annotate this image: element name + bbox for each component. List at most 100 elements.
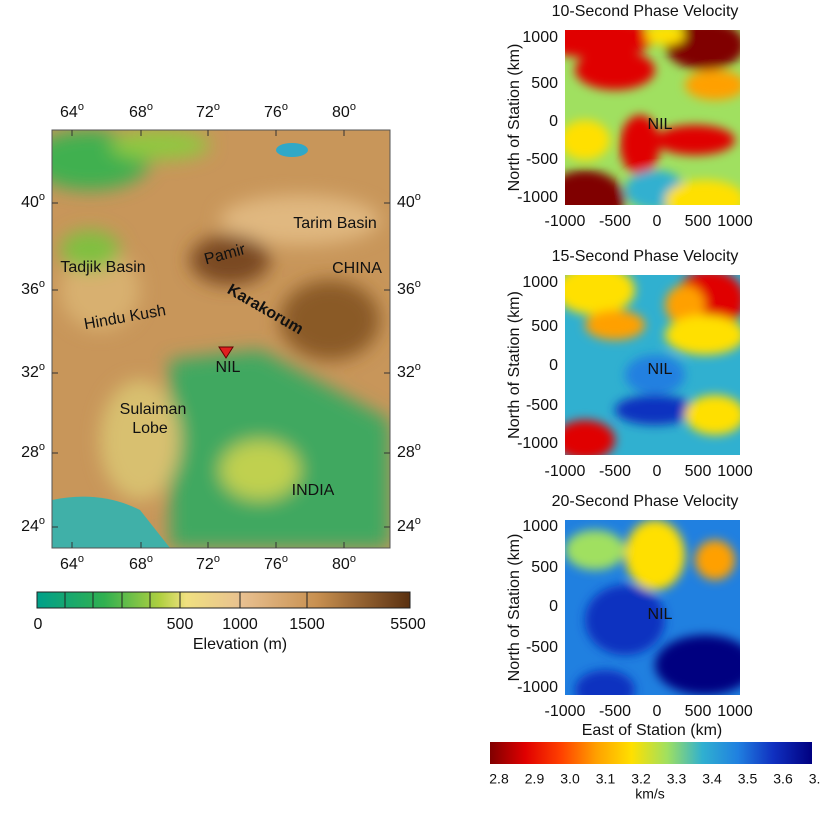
y-tick-label: -1000 <box>517 189 558 206</box>
lon-tick-label: 80o <box>332 553 356 573</box>
x-tick-label: -1000 <box>545 213 586 230</box>
velocity-unit: km/s <box>635 786 665 802</box>
lon-tick-label: 76o <box>264 101 288 121</box>
y-tick-label: 500 <box>531 559 558 576</box>
elevation-tick-label: 0 <box>34 616 43 633</box>
lat-tick-label-num: 36 <box>21 281 39 298</box>
velocity-colorbar <box>490 742 812 764</box>
lat-tick-label: 36o <box>21 278 45 298</box>
x-tick-label: 1000 <box>717 463 753 480</box>
station-label: NIL <box>648 116 673 133</box>
velocity-anomaly <box>555 420 615 460</box>
elevation-tick-label: 5500 <box>390 616 426 633</box>
lon-tick-label-sup: o <box>214 101 220 113</box>
lat-tick-label: 24o <box>397 515 421 535</box>
panel-title: 20-Second Phase Velocity <box>552 493 739 510</box>
velocity-anomaly <box>695 540 735 580</box>
lat-tick-label-sup: o <box>39 191 45 203</box>
x-tick-label: 1000 <box>717 703 753 720</box>
lon-tick-label-sup: o <box>282 101 288 113</box>
y-tick-label: -1000 <box>517 435 558 452</box>
lon-tick-label-num: 76 <box>264 104 282 121</box>
x-tick-label: 0 <box>653 703 662 720</box>
lat-tick-label-sup: o <box>39 278 45 290</box>
lon-tick-label-sup: o <box>282 553 288 565</box>
place-label: Lobe <box>132 420 168 437</box>
lat-tick-label-sup: o <box>39 441 45 453</box>
elevation-title: Elevation (m) <box>193 636 287 653</box>
lon-tick-label-num: 64 <box>60 556 78 573</box>
y-tick-label: 500 <box>531 75 558 92</box>
velocity-anomaly <box>685 395 745 435</box>
panel-title: 10-Second Phase Velocity <box>552 3 739 20</box>
velocity-map <box>535 18 745 230</box>
y-tick-label: 1000 <box>522 274 558 291</box>
x-tick-label: 1000 <box>717 213 753 230</box>
lat-tick-label-num: 40 <box>21 194 39 211</box>
elevation-tick-label: 1000 <box>222 616 258 633</box>
map-relief <box>30 130 390 548</box>
lon-tick-label-sup: o <box>147 553 153 565</box>
velocity-anomaly <box>575 50 655 90</box>
x-tick-label: -1000 <box>545 463 586 480</box>
lon-tick-label-sup: o <box>147 101 153 113</box>
lon-tick-label: 72o <box>196 101 220 121</box>
lat-tick-label: 24o <box>21 515 45 535</box>
lat-tick-label: 40o <box>21 191 45 211</box>
velocity-tick-label: 3.3 <box>667 771 687 787</box>
lon-tick-label: 72o <box>196 553 220 573</box>
velocity-tick-label: 2.9 <box>525 771 545 787</box>
place-label: Tarim Basin <box>293 215 377 232</box>
lat-tick-label: 32o <box>397 361 421 381</box>
velocity-anomaly <box>665 315 745 355</box>
elevation-tick-label: 500 <box>167 616 194 633</box>
velocity-tick-label: 3.0 <box>560 771 580 787</box>
lon-tick-label: 80o <box>332 101 356 121</box>
velocity-tick-label: 3.5 <box>738 771 758 787</box>
lon-tick-label-sup: o <box>78 101 84 113</box>
velocity-anomaly <box>655 635 755 695</box>
lon-tick-label: 68o <box>129 101 153 121</box>
lat-tick-label-num: 40 <box>397 194 415 211</box>
x-tick-label: 500 <box>685 463 712 480</box>
lat-tick-label-num: 24 <box>397 518 415 535</box>
y-axis-title: North of Station (km) <box>506 291 523 439</box>
y-tick-label: 500 <box>531 318 558 335</box>
lat-tick-label-num: 36 <box>397 281 415 298</box>
lat-tick-label-sup: o <box>415 515 421 527</box>
y-tick-label: -1000 <box>517 679 558 696</box>
velocity-tick-label: 3.1 <box>596 771 616 787</box>
lat-tick-label: 36o <box>397 278 421 298</box>
velocity-tick-label: 3.4 <box>702 771 722 787</box>
velocity-anomaly <box>645 25 685 45</box>
station-label: NIL <box>648 361 673 378</box>
lat-tick-label-sup: o <box>415 441 421 453</box>
lat-tick-label: 32o <box>21 361 45 381</box>
velocity-anomaly <box>615 395 695 425</box>
lat-tick-label-sup: o <box>415 278 421 290</box>
x-axis-title: East of Station (km) <box>582 722 723 739</box>
velocity-anomaly <box>625 520 685 590</box>
lat-tick-label-num: 28 <box>21 444 39 461</box>
lon-tick-label-sup: o <box>214 553 220 565</box>
figure: 64o64o68o68o72o72o76o76o80o80o40o40o36o3… <box>0 0 821 814</box>
lat-tick-label-num: 28 <box>397 444 415 461</box>
x-tick-label: 0 <box>653 463 662 480</box>
lon-tick-label: 68o <box>129 553 153 573</box>
lon-tick-label-num: 72 <box>196 104 214 121</box>
panel-title: 15-Second Phase Velocity <box>552 248 739 265</box>
x-tick-label: -1000 <box>545 703 586 720</box>
lon-tick-label-sup: o <box>350 101 356 113</box>
y-tick-label: -500 <box>526 151 558 168</box>
lat-tick-label-num: 24 <box>21 518 39 535</box>
lon-tick-label: 64o <box>60 101 84 121</box>
velocity-tick-label: 3.7 <box>809 771 821 787</box>
lat-tick-label-num: 32 <box>397 364 415 381</box>
lon-tick-label-sup: o <box>350 553 356 565</box>
station-label: NIL <box>648 606 673 623</box>
velocity-anomaly <box>685 70 745 100</box>
station-label: NIL <box>216 359 241 376</box>
lon-tick-label-num: 76 <box>264 556 282 573</box>
x-tick-label: 500 <box>685 703 712 720</box>
x-tick-label: -500 <box>599 463 631 480</box>
